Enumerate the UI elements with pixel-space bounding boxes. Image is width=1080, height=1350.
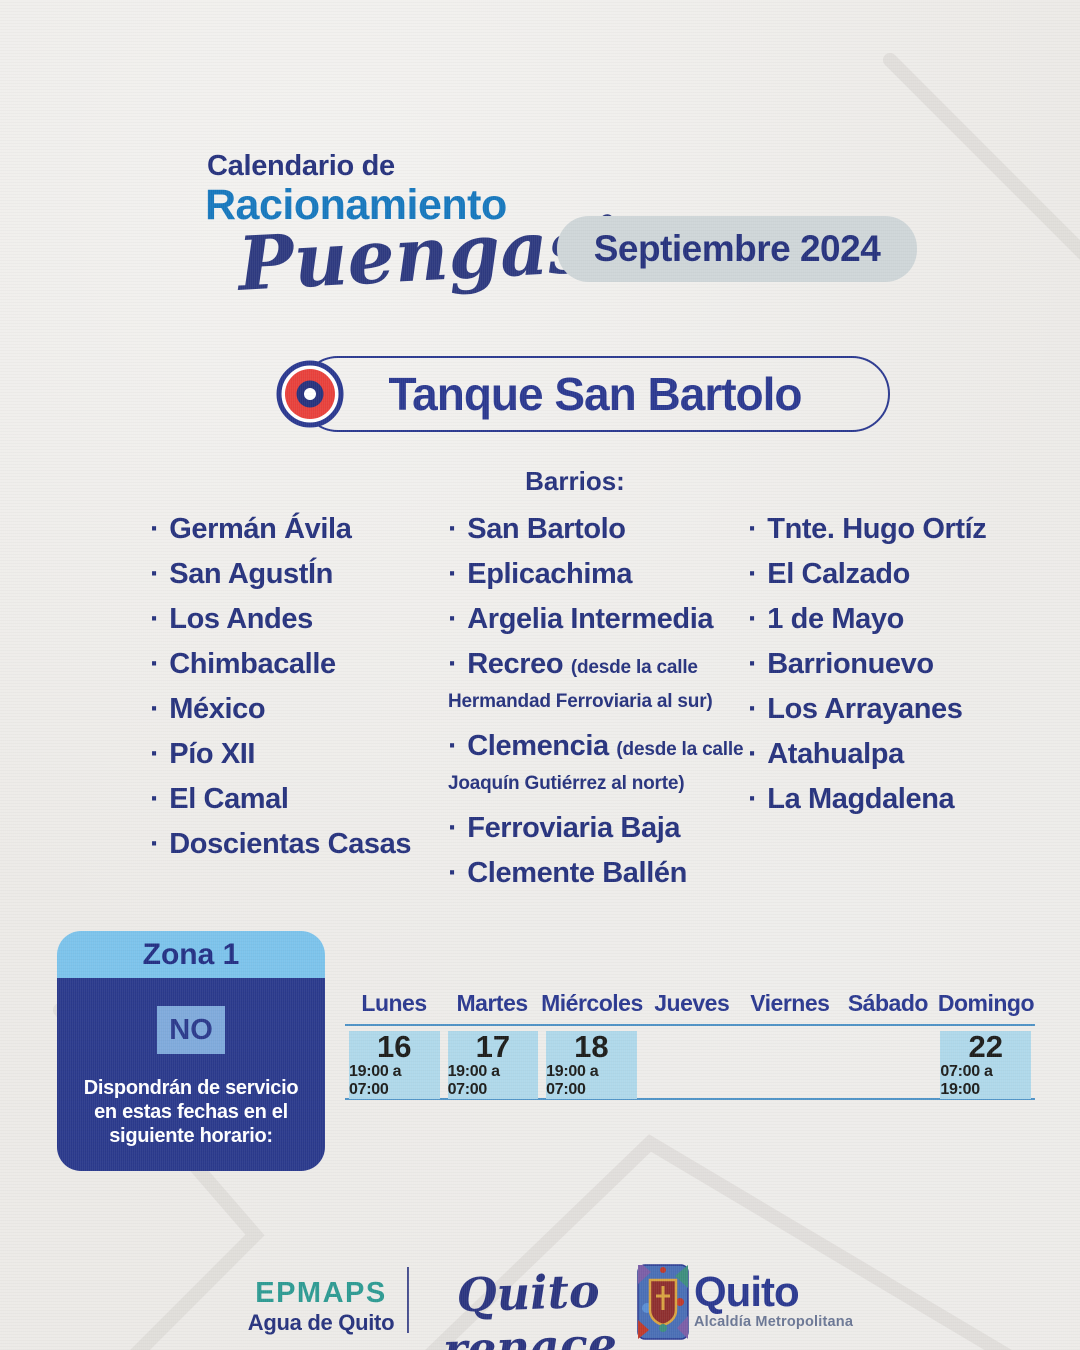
schedule-cell-empty [838,1031,937,1099]
barrio-name: Recreo [467,648,564,680]
list-item: San AgustÍn [150,559,442,590]
schedule-cell-martes: 17 19:00 a 07:00 [447,1029,539,1099]
barrios-label: Barrios: [525,466,625,496]
tank-title: Tanque San Bartolo [300,356,890,432]
barrio-note: (desde la calle Hermandad Ferroviaria al… [448,657,713,712]
list-item: La Magdalena [748,784,1063,815]
list-item: México [150,694,442,725]
list-item: Tnte. Hugo Ortíz [748,514,1063,545]
list-item: Los Andes [150,604,442,635]
schedule-table: Lunes Martes Miércoles Jueves Viernes Sá… [345,990,1035,1100]
list-item: 1 de Mayo [748,604,1063,635]
zone-description-line: Dispondrán de servicio [83,1077,299,1099]
list-item: Germán Ávila [150,514,442,545]
calendar-kicker: Calendario de [207,150,395,182]
schedule-bottom-rule [345,1098,1035,1100]
list-item: Eplicachima [448,559,744,590]
barrio-name: San Bartolo [467,513,626,545]
day-label-viernes: Viernes [750,990,830,1016]
schedule-cell-domingo: 22 07:00 a 19:00 [940,1031,1031,1099]
day-label-martes: Martes [456,990,529,1016]
barrio-name: Clemencia [467,730,609,762]
epmaps-subtitle: Agua de Quito [247,1310,395,1335]
day-label-miercoles: Miércoles [541,990,643,1016]
barrios-column-2: San Bartolo Eplicachima Argelia Intermed… [448,514,744,889]
day-label-lunes: Lunes [361,990,427,1016]
schedule-cell-lunes: 16 19:00 a 07:00 [349,1031,440,1099]
barrio-name: Eplicachima [467,558,633,590]
zone-description-line: en estas fechas en el [94,1101,288,1123]
schedule-cell-row: 16 19:00 a 07:00 17 19:00 a 07:00 18 19:… [345,1031,1035,1099]
barrio-name: Clemente Ballén [467,857,687,889]
list-item: Los Arrayanes [748,694,1063,725]
day-label-domingo: Domingo [937,990,1035,1016]
zone-body: NO Dispondrán de servicio en estas fecha… [57,978,325,1171]
day-label-jueves: Jueves [654,990,730,1016]
list-item: Chimbacalle [150,649,442,680]
list-item: Doscientas Casas [150,829,442,860]
no-service-badge: NO [157,1006,225,1054]
month-badge: Septiembre 2024 [557,216,917,282]
schedule-day-header: Lunes Martes Miércoles Jueves Viernes Sá… [345,990,1035,1026]
zone-description: Dispondrán de servicio en estas fechas e… [68,1076,315,1148]
epmaps-wordmark: EPMAPS [255,1277,387,1309]
cell-time: 07:00 a 19:00 [940,1063,993,1098]
list-item: Ferroviaria Baja [448,813,744,844]
list-item: Barrionuevo [748,649,1063,680]
schedule-cell-empty [641,1031,740,1099]
cell-date: 17 [475,1029,511,1064]
cell-date: 22 [968,1029,1003,1064]
epmaps-logo: EPMAPS Agua de Quito [235,1277,407,1336]
bullseye-icon [276,360,344,428]
schedule-cell-miercoles: 18 19:00 a 07:00 [546,1031,637,1099]
list-item: Argelia Intermedia [448,604,744,635]
calendar-title: Racionamiento [205,181,507,229]
list-item: Recreo (desde la calle Hermandad Ferrovi… [448,649,744,717]
list-item: Atahualpa [748,739,1063,770]
barrio-name: Ferroviaria Baja [467,812,681,844]
list-item: San Bartolo [448,514,744,545]
cell-time: 19:00 a 07:00 [447,1063,500,1098]
zone-description-line: siguiente horario: [109,1125,273,1147]
barrios-column-1: Germán Ávila San AgustÍn Los Andes Chimb… [150,514,442,860]
sector-script-title: Puengasi [235,202,620,308]
quito-city-name: Quito [694,1268,800,1315]
cell-date: 16 [377,1029,412,1064]
list-item: El Calzado [748,559,1063,590]
barrio-note: (desde la calle Joaquín Gutiérrez al nor… [448,739,744,794]
cell-time: 19:00 a 07:00 [349,1063,402,1098]
quito-city-subtitle: Alcaldía Metropolitana [694,1314,854,1330]
list-item: Clemencia (desde la calle Joaquín Gutiér… [448,731,744,799]
barrio-name: Argelia Intermedia [467,603,714,635]
schedule-cell-empty [739,1031,838,1099]
barrios-column-3: Tnte. Hugo Ortíz El Calzado 1 de Mayo Ba… [748,514,1063,815]
list-item: El Camal [150,784,442,815]
list-item: Clemente Ballén [448,858,744,889]
zone-card: Zona 1 NO Dispondrán de servicio en esta… [57,931,325,1171]
cell-time: 19:00 a 07:00 [546,1063,599,1098]
footer-divider [407,1267,409,1333]
list-item: Pío XII [150,739,442,770]
day-label-sabado: Sábado [847,990,929,1016]
quito-coat-of-arms [637,1264,689,1340]
quito-renace-script: Quito renace [442,1263,618,1350]
cell-date: 18 [574,1029,609,1064]
quito-wordmark: Quito Alcaldía Metropolitana [694,1268,854,1331]
zone-title: Zona 1 [57,931,325,978]
